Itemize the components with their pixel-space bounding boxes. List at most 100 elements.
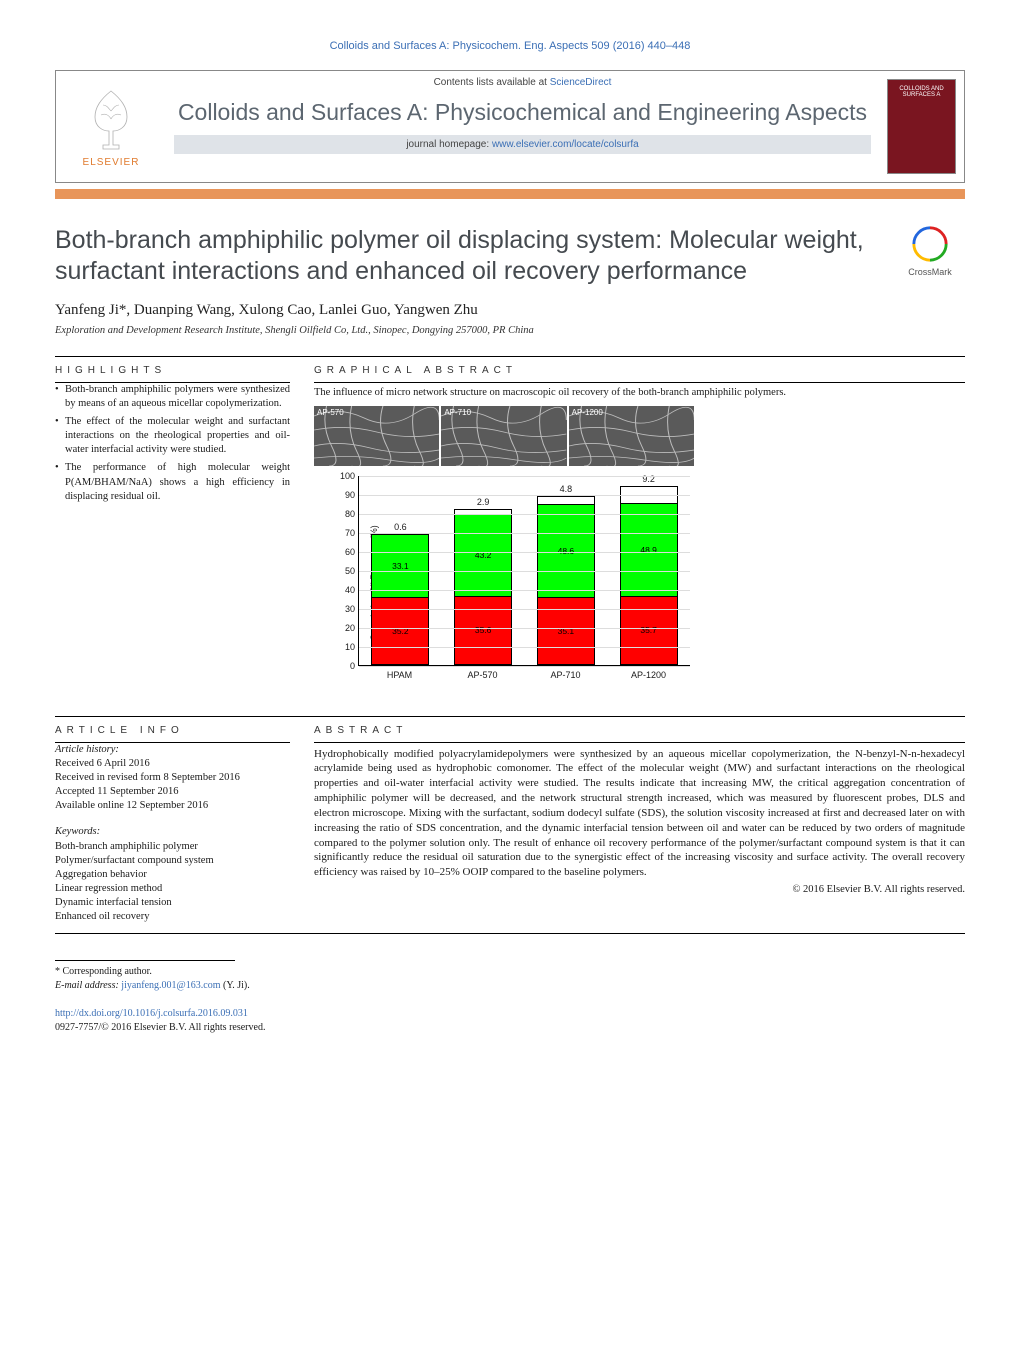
chart-ytick: 60 xyxy=(335,547,355,557)
bar-top-value: 4.8 xyxy=(537,484,595,494)
oil-recovery-bar-chart: Cumulative Oil Recovery (%) 35.233.10.63… xyxy=(314,468,694,698)
page-footer: * Corresponding author. E-mail address: … xyxy=(55,960,965,1035)
orange-divider xyxy=(55,189,965,199)
chart-gridline xyxy=(359,571,690,572)
chart-ytick: 100 xyxy=(335,471,355,481)
chart-gridline xyxy=(359,552,690,553)
highlight-item: Both-branch amphiphilic polymers were sy… xyxy=(55,383,290,411)
abstract-heading: ABSTRACT xyxy=(314,717,965,742)
article-history-label: Article history: xyxy=(55,743,290,757)
chart-gridline xyxy=(359,495,690,496)
rule xyxy=(314,742,965,743)
chart-gridline xyxy=(359,647,690,648)
chart-ytick: 0 xyxy=(335,661,355,671)
keyword-item: Aggregation behavior xyxy=(55,868,290,882)
chart-gridline xyxy=(359,628,690,629)
chart-ytick: 40 xyxy=(335,585,355,595)
bar-group: 35.148.64.8 xyxy=(537,496,595,664)
corresponding-email-link[interactable]: jiyanfeng.001@163.com xyxy=(121,980,220,991)
chart-ytick: 70 xyxy=(335,528,355,538)
graphical-abstract-caption: The influence of micro network structure… xyxy=(314,387,965,398)
chart-ytick: 20 xyxy=(335,623,355,633)
email-suffix: (Y. Ji). xyxy=(221,980,250,991)
chart-gridline xyxy=(359,666,690,667)
doi-link[interactable]: http://dx.doi.org/10.1016/j.colsurfa.201… xyxy=(55,1008,248,1019)
elsevier-logo: ELSEVIER xyxy=(56,71,166,182)
chart-gridline xyxy=(359,533,690,534)
journal-masthead: ELSEVIER Contents lists available at Sci… xyxy=(55,70,965,183)
chart-ytick: 90 xyxy=(335,490,355,500)
microscopy-panel: AP-570 xyxy=(314,406,439,466)
graphical-abstract-heading: GRAPHICAL ABSTRACT xyxy=(314,357,965,382)
email-label: E-mail address: xyxy=(55,980,121,991)
keyword-item: Enhanced oil recovery xyxy=(55,910,290,924)
crossmark-icon xyxy=(911,225,949,263)
microscopy-row: AP-570 AP-710 AP-1200 xyxy=(314,406,694,466)
sciencedirect-link[interactable]: ScienceDirect xyxy=(550,77,612,88)
crossmark-badge[interactable]: CrossMark xyxy=(895,225,965,277)
online-date: Available online 12 September 2016 xyxy=(55,799,290,813)
journal-name: Colloids and Surfaces A: Physicochemical… xyxy=(174,98,871,127)
keyword-item: Dynamic interfacial tension xyxy=(55,896,290,910)
chart-gridline xyxy=(359,514,690,515)
corresponding-author-note: * Corresponding author. xyxy=(55,965,965,979)
bar-segment xyxy=(537,496,595,505)
crossmark-label: CrossMark xyxy=(908,267,952,277)
chart-x-label: AP-710 xyxy=(537,670,595,680)
received-date: Received 6 April 2016 xyxy=(55,757,290,771)
contents-prefix: Contents lists available at xyxy=(434,77,550,88)
bar-top-value: 2.9 xyxy=(454,497,512,507)
microscopy-panel: AP-710 xyxy=(441,406,566,466)
graphical-abstract-figure: AP-570 AP-710 AP-1200 Cumulative Oil Rec… xyxy=(314,406,694,698)
chart-plot-area: 35.233.10.6 35.643.2 2.9 35.148.64.8 35.748.… xyxy=(358,476,690,666)
chart-x-label: HPAM xyxy=(371,670,429,680)
cover-image: COLLOIDS AND SURFACES A xyxy=(887,79,956,174)
rule xyxy=(314,382,965,383)
email-line: E-mail address: jiyanfeng.001@163.com (Y… xyxy=(55,979,965,993)
chart-x-label: AP-570 xyxy=(454,670,512,680)
journal-homepage-bar: journal homepage: www.elsevier.com/locat… xyxy=(174,135,871,154)
bar-segment: 48.9 xyxy=(620,504,678,597)
chart-gridline xyxy=(359,590,690,591)
chart-gridline xyxy=(359,609,690,610)
accepted-date: Accepted 11 September 2016 xyxy=(55,785,290,799)
highlight-item: The performance of high molecular weight… xyxy=(55,461,290,504)
chart-ytick: 80 xyxy=(335,509,355,519)
highlights-heading: HIGHLIGHTS xyxy=(55,357,290,382)
bar-segment: 43.2 xyxy=(454,515,512,597)
contents-available-line: Contents lists available at ScienceDirec… xyxy=(174,77,871,88)
abstract-text: Hydrophobically modified polyacrylamidep… xyxy=(314,747,965,881)
highlight-item: The effect of the molecular weight and s… xyxy=(55,415,290,458)
journal-cover-thumb: COLLOIDS AND SURFACES A xyxy=(879,71,964,182)
copyright-line: © 2016 Elsevier B.V. All rights reserved… xyxy=(314,884,965,895)
keyword-item: Both-branch amphiphilic polymer xyxy=(55,840,290,854)
chart-ytick: 10 xyxy=(335,642,355,652)
chart-x-labels: HPAM AP-570 AP-710 AP-1200 xyxy=(358,670,690,680)
bar-group: 35.233.10.6 xyxy=(371,533,429,665)
elsevier-tree-icon xyxy=(81,85,141,155)
chart-ytick: 30 xyxy=(335,604,355,614)
chart-x-label: AP-1200 xyxy=(620,670,678,680)
journal-homepage-link[interactable]: www.elsevier.com/locate/colsurfa xyxy=(492,139,639,150)
homepage-prefix: journal homepage: xyxy=(406,139,492,150)
elsevier-wordmark: ELSEVIER xyxy=(83,157,140,168)
footnote-rule xyxy=(55,960,235,961)
bar-top-value: 0.6 xyxy=(371,522,429,532)
running-header: Colloids and Surfaces A: Physicochem. En… xyxy=(55,40,965,52)
highlights-list: Both-branch amphiphilic polymers were sy… xyxy=(55,383,290,504)
article-info-heading: ARTICLE INFO xyxy=(55,717,290,742)
chart-ytick: 50 xyxy=(335,566,355,576)
microscopy-panel: AP-1200 xyxy=(569,406,694,466)
bar-segment: 33.1 xyxy=(371,535,429,598)
bar-segment: 35.6 xyxy=(454,597,512,665)
revised-date: Received in revised form 8 September 201… xyxy=(55,771,290,785)
keywords-label: Keywords: xyxy=(55,825,290,839)
rule xyxy=(55,933,965,934)
keyword-item: Polymer/surfactant compound system xyxy=(55,854,290,868)
chart-gridline xyxy=(359,476,690,477)
issn-copyright-line: 0927-7757/© 2016 Elsevier B.V. All right… xyxy=(55,1021,965,1035)
article-info-block: Article history: Received 6 April 2016 R… xyxy=(55,743,290,814)
affiliation: Exploration and Development Research Ins… xyxy=(55,325,965,336)
bar-segment: 35.7 xyxy=(620,597,678,665)
article-title: Both-branch amphiphilic polymer oil disp… xyxy=(55,225,885,288)
